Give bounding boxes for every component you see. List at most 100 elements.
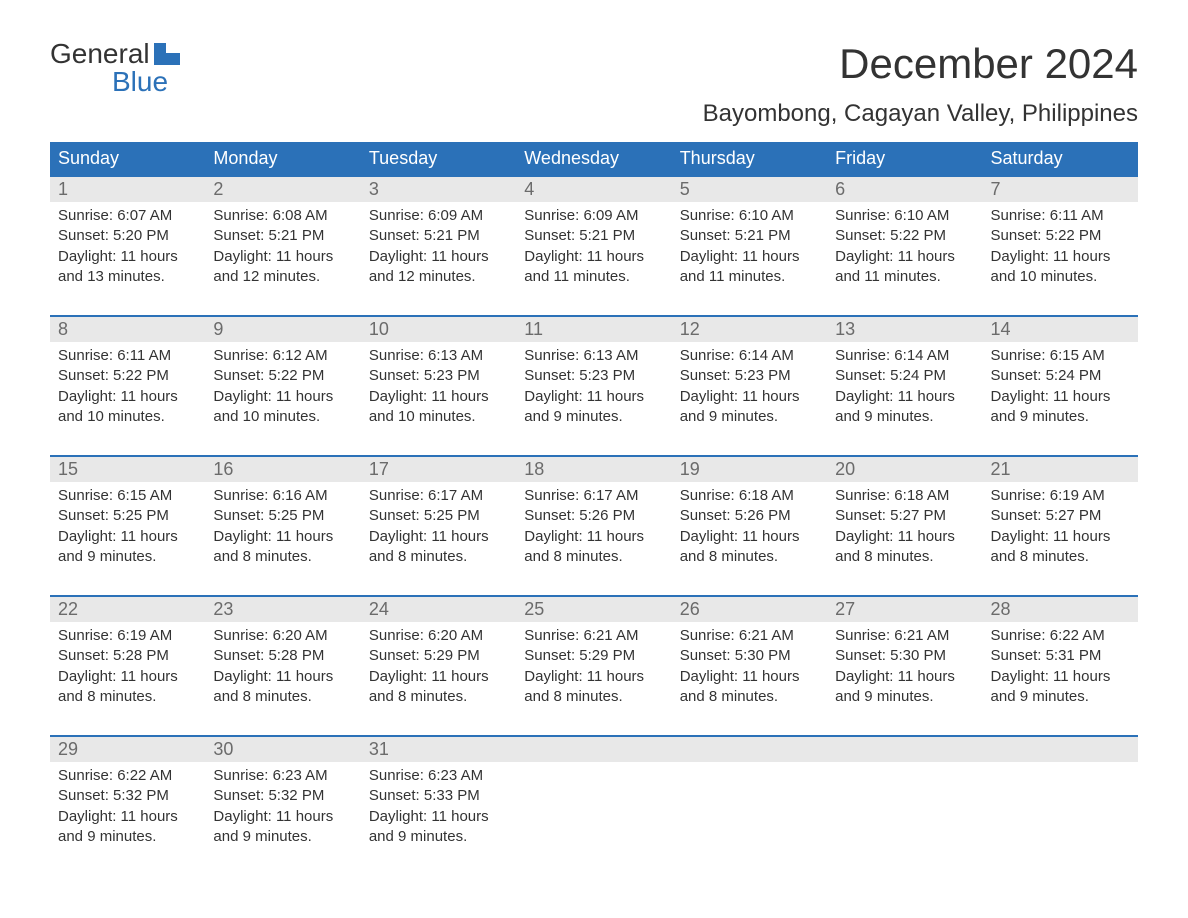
calendar-week: 29Sunrise: 6:22 AMSunset: 5:32 PMDayligh…	[50, 735, 1138, 865]
day-day1: Daylight: 11 hours	[213, 247, 352, 267]
day-day1: Daylight: 11 hours	[680, 667, 819, 687]
day-body: Sunrise: 6:13 AMSunset: 5:23 PMDaylight:…	[361, 342, 516, 435]
day-sunset: Sunset: 5:25 PM	[213, 506, 352, 526]
day-sunrise: Sunrise: 6:09 AM	[369, 206, 508, 226]
day-body: Sunrise: 6:10 AMSunset: 5:22 PMDaylight:…	[827, 202, 982, 295]
calendar-day: .	[672, 737, 827, 865]
day-sunset: Sunset: 5:22 PM	[991, 226, 1130, 246]
logo-text-bottom: Blue	[112, 68, 192, 96]
day-sunrise: Sunrise: 6:10 AM	[680, 206, 819, 226]
calendar-day: 9Sunrise: 6:12 AMSunset: 5:22 PMDaylight…	[205, 317, 360, 445]
day-day2: and 9 minutes.	[369, 827, 508, 847]
calendar-day: 27Sunrise: 6:21 AMSunset: 5:30 PMDayligh…	[827, 597, 982, 725]
day-sunset: Sunset: 5:23 PM	[524, 366, 663, 386]
day-sunrise: Sunrise: 6:21 AM	[524, 626, 663, 646]
day-day1: Daylight: 11 hours	[835, 387, 974, 407]
day-body: Sunrise: 6:09 AMSunset: 5:21 PMDaylight:…	[361, 202, 516, 295]
day-sunset: Sunset: 5:32 PM	[58, 786, 197, 806]
day-day1: Daylight: 11 hours	[835, 527, 974, 547]
day-day1: Daylight: 11 hours	[369, 527, 508, 547]
day-number: 4	[516, 177, 671, 202]
day-day1: Daylight: 11 hours	[213, 807, 352, 827]
day-sunset: Sunset: 5:25 PM	[58, 506, 197, 526]
day-number: 15	[50, 457, 205, 482]
day-day1: Daylight: 11 hours	[58, 667, 197, 687]
day-sunset: Sunset: 5:28 PM	[213, 646, 352, 666]
day-number: 10	[361, 317, 516, 342]
day-day1: Daylight: 11 hours	[58, 247, 197, 267]
day-body: Sunrise: 6:21 AMSunset: 5:29 PMDaylight:…	[516, 622, 671, 715]
weekday-label: Monday	[205, 142, 360, 175]
day-day2: and 8 minutes.	[213, 687, 352, 707]
day-sunset: Sunset: 5:24 PM	[835, 366, 974, 386]
day-day1: Daylight: 11 hours	[524, 387, 663, 407]
day-body: Sunrise: 6:23 AMSunset: 5:33 PMDaylight:…	[361, 762, 516, 855]
day-body: Sunrise: 6:22 AMSunset: 5:31 PMDaylight:…	[983, 622, 1138, 715]
day-sunrise: Sunrise: 6:22 AM	[991, 626, 1130, 646]
day-body: Sunrise: 6:07 AMSunset: 5:20 PMDaylight:…	[50, 202, 205, 295]
day-number: 23	[205, 597, 360, 622]
day-sunset: Sunset: 5:29 PM	[369, 646, 508, 666]
day-sunset: Sunset: 5:22 PM	[213, 366, 352, 386]
day-day2: and 12 minutes.	[213, 267, 352, 287]
calendar-day: 31Sunrise: 6:23 AMSunset: 5:33 PMDayligh…	[361, 737, 516, 865]
day-number: 3	[361, 177, 516, 202]
day-number: 16	[205, 457, 360, 482]
day-day2: and 11 minutes.	[835, 267, 974, 287]
day-sunrise: Sunrise: 6:17 AM	[524, 486, 663, 506]
day-body: Sunrise: 6:20 AMSunset: 5:29 PMDaylight:…	[361, 622, 516, 715]
day-body: Sunrise: 6:21 AMSunset: 5:30 PMDaylight:…	[827, 622, 982, 715]
day-day1: Daylight: 11 hours	[213, 527, 352, 547]
day-number: 11	[516, 317, 671, 342]
day-sunrise: Sunrise: 6:14 AM	[680, 346, 819, 366]
day-number: 17	[361, 457, 516, 482]
weekday-header: SundayMondayTuesdayWednesdayThursdayFrid…	[50, 142, 1138, 175]
calendar-day: 6Sunrise: 6:10 AMSunset: 5:22 PMDaylight…	[827, 177, 982, 305]
day-sunset: Sunset: 5:21 PM	[524, 226, 663, 246]
day-number: 30	[205, 737, 360, 762]
day-number: 28	[983, 597, 1138, 622]
day-day2: and 10 minutes.	[213, 407, 352, 427]
calendar-day: 12Sunrise: 6:14 AMSunset: 5:23 PMDayligh…	[672, 317, 827, 445]
day-sunset: Sunset: 5:30 PM	[680, 646, 819, 666]
day-body: Sunrise: 6:09 AMSunset: 5:21 PMDaylight:…	[516, 202, 671, 295]
calendar-week: 8Sunrise: 6:11 AMSunset: 5:22 PMDaylight…	[50, 315, 1138, 445]
day-day1: Daylight: 11 hours	[524, 667, 663, 687]
day-day1: Daylight: 11 hours	[680, 387, 819, 407]
day-day2: and 8 minutes.	[369, 547, 508, 567]
day-number: 13	[827, 317, 982, 342]
day-day1: Daylight: 11 hours	[369, 247, 508, 267]
day-sunrise: Sunrise: 6:18 AM	[835, 486, 974, 506]
day-number: 25	[516, 597, 671, 622]
day-number: 20	[827, 457, 982, 482]
day-sunrise: Sunrise: 6:19 AM	[991, 486, 1130, 506]
day-body: Sunrise: 6:22 AMSunset: 5:32 PMDaylight:…	[50, 762, 205, 855]
day-number: 8	[50, 317, 205, 342]
day-sunset: Sunset: 5:20 PM	[58, 226, 197, 246]
logo-flag-icon	[154, 43, 192, 65]
calendar-day: 8Sunrise: 6:11 AMSunset: 5:22 PMDaylight…	[50, 317, 205, 445]
day-sunset: Sunset: 5:22 PM	[58, 366, 197, 386]
calendar-day: 5Sunrise: 6:10 AMSunset: 5:21 PMDaylight…	[672, 177, 827, 305]
day-sunset: Sunset: 5:23 PM	[680, 366, 819, 386]
day-day2: and 9 minutes.	[991, 687, 1130, 707]
page-title: December 2024	[839, 40, 1138, 88]
day-day2: and 11 minutes.	[524, 267, 663, 287]
day-day1: Daylight: 11 hours	[991, 667, 1130, 687]
calendar-week: 22Sunrise: 6:19 AMSunset: 5:28 PMDayligh…	[50, 595, 1138, 725]
day-sunrise: Sunrise: 6:16 AM	[213, 486, 352, 506]
calendar-day: .	[516, 737, 671, 865]
day-number: 21	[983, 457, 1138, 482]
day-sunrise: Sunrise: 6:23 AM	[369, 766, 508, 786]
day-body: Sunrise: 6:17 AMSunset: 5:26 PMDaylight:…	[516, 482, 671, 575]
day-day1: Daylight: 11 hours	[680, 247, 819, 267]
day-sunrise: Sunrise: 6:13 AM	[369, 346, 508, 366]
day-number: 5	[672, 177, 827, 202]
day-day2: and 9 minutes.	[58, 827, 197, 847]
calendar-day: .	[983, 737, 1138, 865]
day-day1: Daylight: 11 hours	[835, 667, 974, 687]
calendar-week: 15Sunrise: 6:15 AMSunset: 5:25 PMDayligh…	[50, 455, 1138, 585]
day-day2: and 9 minutes.	[524, 407, 663, 427]
day-number: .	[516, 737, 671, 762]
day-sunrise: Sunrise: 6:18 AM	[680, 486, 819, 506]
